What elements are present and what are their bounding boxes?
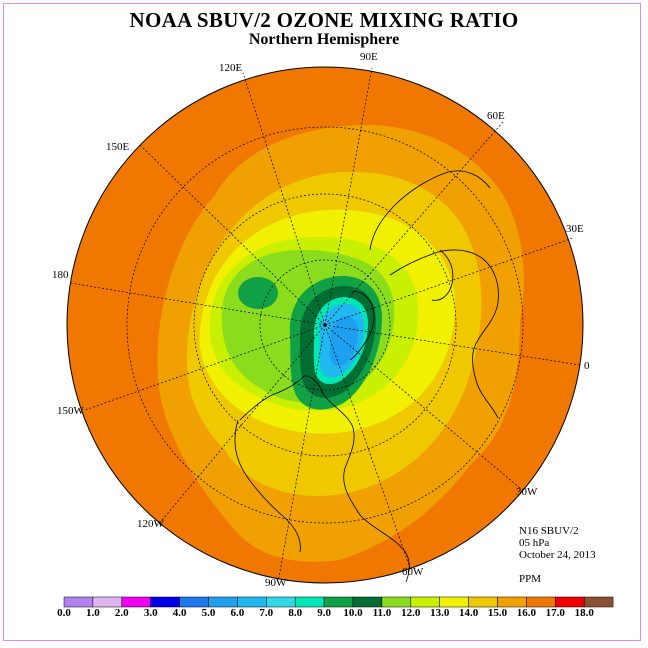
colorbar-swatch (410, 596, 440, 608)
label-30e: 30E (566, 223, 584, 235)
colorbar-swatch (555, 596, 585, 608)
colorbar-swatch (439, 596, 469, 608)
colorbar-tick-label: 13.0 (430, 607, 450, 619)
colorbar-swatch (237, 596, 267, 608)
colorbar-tick-label: 9.0 (317, 607, 331, 619)
label-90e: 90E (360, 51, 378, 63)
coastline-asia-north (369, 170, 491, 251)
colorbar-tick-label: 11.0 (372, 607, 392, 619)
colorbar (63, 596, 614, 608)
pressure-level-label: 05 hPa (519, 537, 550, 549)
label-90w: 90W (265, 577, 287, 589)
colorbar-swatch (92, 596, 123, 608)
colorbar-swatch (121, 596, 151, 608)
label-150e: 150E (106, 141, 130, 153)
latitude-circle-60 (193, 193, 457, 457)
colorbar-tick-label: 3.0 (143, 607, 158, 619)
colorbar-swatch (468, 596, 498, 608)
meridian-90e (324, 67, 373, 326)
colorbar-swatch (381, 596, 412, 608)
label-0: 0 (584, 360, 590, 372)
units-label: PPM (519, 573, 542, 585)
colorbar-swatch (352, 596, 383, 608)
map-title: NOAA SBUV/2 OZONE MIXING RATIO (129, 8, 519, 32)
colorbar-tick-label: 14.0 (458, 607, 479, 619)
coastlines (234, 170, 499, 583)
coastline-greenland (349, 291, 375, 361)
colorbar-swatch (208, 596, 238, 608)
contour-9-10-patch (238, 277, 278, 309)
colorbar-tick-label: 1.0 (86, 607, 100, 619)
colorbar-swatch (179, 596, 209, 608)
meridian-180 (69, 282, 326, 326)
colorbar-swatch (63, 596, 94, 608)
colorbar-tick-label: 16.0 (516, 607, 537, 619)
coastline-eurasia (389, 249, 499, 419)
latitude-circle-75 (259, 259, 391, 391)
colorbar-tick-label: 2.0 (114, 607, 129, 619)
meridian-120w (157, 324, 326, 526)
colorbar-tick-label: 6.0 (230, 607, 245, 619)
label-180: 180 (52, 269, 69, 281)
colorbar-swatch (266, 596, 296, 608)
colorbar-tick-label: 8.0 (288, 607, 303, 619)
colorbar-swatch (294, 596, 325, 608)
colorbar-tick-label: 10.0 (343, 607, 363, 619)
meridian-150w (84, 324, 326, 411)
colorbar-swatch (497, 596, 527, 608)
colorbar-tick-label: 17.0 (545, 607, 565, 619)
meridian-60e (324, 121, 504, 326)
meridian-90w (277, 324, 326, 583)
image-frame (3, 3, 641, 641)
colorbar-tick-label: 5.0 (201, 607, 216, 619)
colorbar-swatch (526, 596, 556, 608)
label-120w: 120W (137, 518, 164, 530)
colorbar-swatch (150, 596, 180, 608)
instrument-label: N16 SBUV/2 (519, 525, 579, 537)
label-120e: 120E (219, 62, 243, 74)
meridian-120e (242, 72, 326, 326)
label-60w: 60W (402, 566, 424, 578)
meridian-0 (324, 324, 581, 366)
colorbar-tick-label: 12.0 (401, 607, 421, 619)
meridian-60w (324, 324, 411, 569)
map-subtitle: Northern Hemisphere (248, 31, 400, 48)
latitude-circle-45 (126, 126, 524, 524)
colorbar-swatch (583, 596, 614, 608)
coastline-west-america (234, 419, 301, 553)
graticule (69, 67, 581, 583)
date-label: October 24, 2013 (519, 549, 596, 561)
label-30w: 30W (516, 486, 538, 498)
coastline-north-america (239, 375, 410, 583)
coastline-scandinavia (431, 249, 454, 301)
colorbar-tick-label: 15.0 (487, 607, 508, 619)
map-boundary (66, 66, 584, 584)
colorbar-tick-label: 18.0 (574, 607, 594, 619)
meridian-150e (139, 144, 326, 326)
colorbar-swatch (323, 596, 354, 608)
label-60e: 60E (487, 110, 505, 122)
label-150w: 150W (57, 405, 84, 417)
colorbar-tick-label: 0.0 (57, 607, 71, 619)
colorbar-tick-label: 7.0 (259, 607, 274, 619)
colorbar-tick-label: 4.0 (172, 607, 187, 619)
